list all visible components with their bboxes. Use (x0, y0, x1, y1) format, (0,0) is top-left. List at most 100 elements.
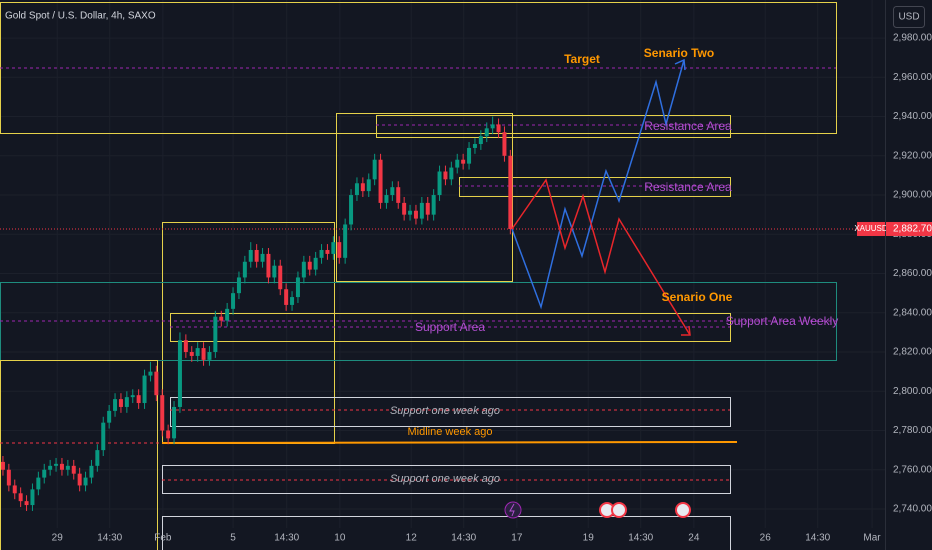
candle-body (384, 195, 389, 203)
candle-body (378, 159, 383, 203)
candle-body (343, 224, 348, 258)
candle-body (301, 261, 306, 278)
candle-body (136, 395, 141, 404)
y-tick-label: 2,780.00 (893, 425, 932, 436)
event-icon[interactable] (504, 501, 522, 519)
box (162, 516, 731, 550)
candle-body (413, 210, 418, 219)
candle-body (101, 422, 106, 451)
event-icon[interactable] (675, 502, 691, 518)
candle-body (390, 187, 395, 196)
candle-body (266, 253, 271, 278)
candle-body (118, 399, 123, 407)
candle-body (408, 210, 413, 215)
candle-body (467, 147, 472, 164)
candle-body (366, 179, 371, 192)
candle-body (124, 397, 129, 407)
x-tick-label: 29 (52, 533, 64, 544)
box (0, 360, 158, 550)
candle-body (461, 159, 466, 164)
x-tick-label: 14:30 (97, 533, 122, 544)
candle-body (213, 316, 218, 353)
candle-body (449, 167, 454, 180)
annotation: Resistance Area (644, 180, 732, 194)
candle-body (95, 450, 100, 466)
candle-body (455, 159, 460, 168)
candle-body (219, 316, 224, 321)
candle-body (490, 124, 495, 129)
candle-body (508, 155, 513, 229)
x-tick-label: 10 (334, 533, 346, 544)
x-tick-label: Feb (154, 533, 172, 544)
chart-title: Gold Spot / U.S. Dollar, 4h, SAXO (5, 11, 156, 22)
candle-body (295, 277, 300, 298)
candle-body (42, 469, 47, 478)
candle-body (331, 242, 336, 254)
candle-body (319, 249, 324, 258)
candle-body (484, 128, 489, 137)
candle-body (160, 395, 165, 431)
axes: 2,740.00 2,760.00 2,780.00 2,800.00 2,820.00… (52, 33, 932, 544)
x-tick-label: 17 (511, 533, 523, 544)
x-tick-label: Mar (863, 533, 881, 544)
y-tick-label: 2,840.00 (893, 307, 932, 318)
candle-body (18, 493, 23, 502)
icon-glyph (509, 503, 515, 517)
y-tick-label: 2,800.00 (893, 386, 932, 397)
annotation: Support one week ago (390, 405, 500, 417)
candle-body (154, 371, 159, 396)
x-tick-label: 24 (688, 533, 700, 544)
candle-body (89, 465, 94, 478)
candle-body (354, 183, 359, 196)
candle-body (425, 202, 430, 215)
candle-body (260, 253, 265, 262)
candle-body (284, 289, 289, 305)
candle-body (437, 171, 442, 196)
candle-body (360, 183, 365, 192)
y-tick-label: 2,920.00 (893, 150, 932, 161)
currency-button[interactable] (893, 6, 925, 28)
candle-body (177, 340, 182, 407)
last-price-label: 2,882.70 (893, 224, 932, 235)
x-tick-label: 14:30 (805, 533, 830, 544)
candle-body (225, 308, 230, 321)
candle-body (0, 461, 5, 470)
candle-body (107, 410, 112, 423)
symbol-label: XAUUSD (854, 224, 888, 233)
candle-body (337, 242, 342, 258)
annotation: Resistance Area (644, 119, 732, 133)
candle-body (349, 195, 354, 225)
candle-body (172, 406, 177, 439)
currency: USD (898, 12, 919, 23)
x-tick-label: 14:30 (274, 533, 299, 544)
candle-body (443, 171, 448, 180)
candle-body (6, 469, 11, 486)
y-tick-label: 2,940.00 (893, 111, 932, 122)
annotation: Senario One (662, 290, 733, 304)
candle-body (431, 195, 436, 215)
y-tick-label: 2,760.00 (893, 464, 932, 475)
candle-body (325, 249, 330, 254)
event-icons (504, 501, 691, 519)
candle-body (290, 297, 295, 305)
support-week-box (170, 397, 731, 427)
midline (161, 441, 738, 444)
annotation: Support Area (415, 320, 485, 334)
candle-body (472, 144, 477, 148)
candle-body (402, 202, 407, 215)
x-tick-label: 19 (583, 533, 595, 544)
candle-body (502, 132, 507, 156)
candle-body (272, 265, 277, 278)
candle-body (478, 136, 483, 145)
drawings (0, 2, 885, 550)
arrow-head (681, 325, 691, 336)
candle-body (142, 375, 147, 404)
grid (0, 0, 885, 528)
event-icon[interactable] (611, 502, 627, 518)
candle-body (313, 257, 318, 270)
candle-body (30, 489, 35, 506)
candle-body (231, 293, 236, 309)
symbol-badge (857, 221, 885, 236)
